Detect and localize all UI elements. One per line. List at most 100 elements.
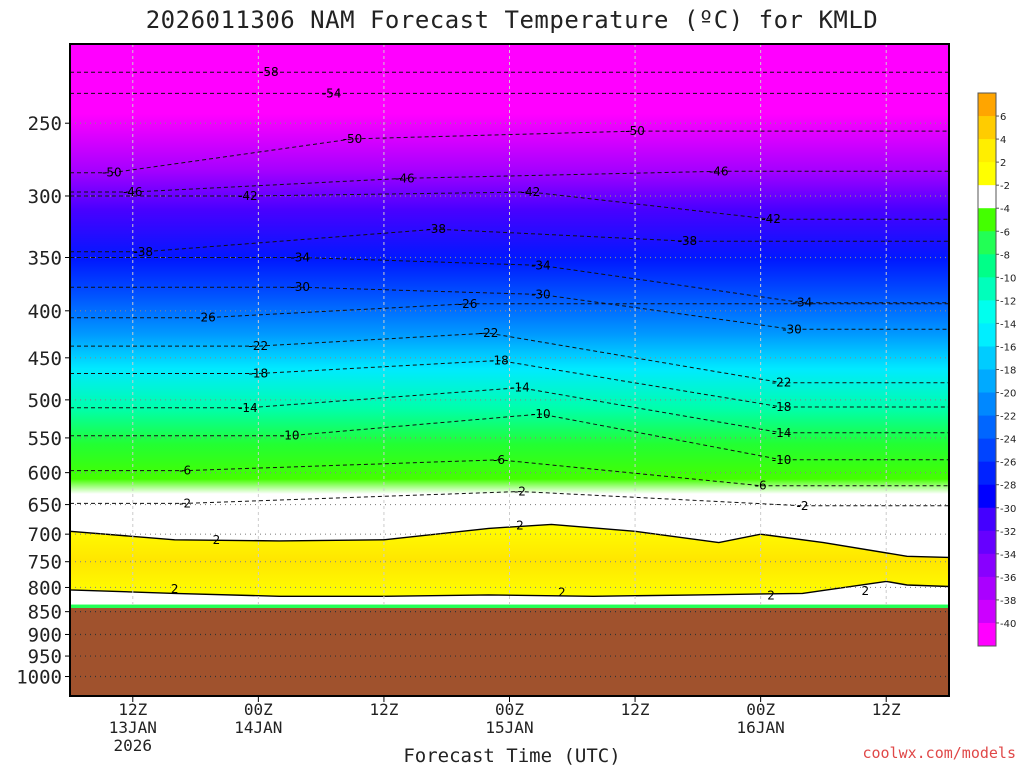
colorbar-label: -40 — [1000, 619, 1016, 630]
isotherm-labels: -58-54-50-50-50-46-46-46-42 -42-42-38-38-… — [102, 65, 869, 602]
colorbar-swatch — [978, 185, 996, 209]
isotherm-label: -14 — [238, 401, 258, 415]
colorbar-swatch — [978, 369, 996, 394]
isotherm-label: -50 — [102, 166, 122, 180]
colorbar-swatch — [978, 461, 996, 486]
y-tick-label: 250 — [28, 113, 62, 135]
colorbar-label: -16 — [1000, 342, 1016, 353]
isotherm-label: -34 — [531, 258, 551, 272]
colorbar-swatch — [978, 438, 996, 463]
colorbar-label: -36 — [1000, 573, 1016, 584]
isotherm-label: -6 — [755, 479, 767, 493]
isotherm-line — [70, 459, 949, 487]
isotherm-label: -2 — [514, 484, 526, 498]
colorbar-label: -8 — [1000, 250, 1010, 261]
colorbar-label: -12 — [1000, 296, 1016, 307]
colorbar-swatch — [978, 93, 996, 117]
colorbar-label: -10 — [1000, 273, 1016, 284]
ground-below-surface — [70, 608, 949, 696]
isotherm-line — [70, 286, 949, 330]
colorbar-label: 6 — [1000, 112, 1006, 123]
colorbar-label: -28 — [1000, 481, 1016, 492]
isotherm-label: -34 — [290, 251, 310, 265]
x-tick-label: 14JAN — [234, 718, 282, 737]
isotherm-line — [70, 130, 949, 174]
y-tick-label: 500 — [28, 390, 62, 412]
colorbar-label: -30 — [1000, 504, 1016, 515]
y-tick-label: 950 — [28, 646, 62, 668]
y-axis: 2503003504004505005506006507007508008509… — [16, 113, 70, 689]
y-tick-label: 300 — [28, 186, 62, 208]
chart-title: 2026011306 NAM Forecast Temperature (ºC)… — [145, 6, 879, 34]
isotherm-label: -30 — [290, 280, 310, 294]
isotherm-label: -42 — [761, 212, 781, 226]
colorbar-label: 4 — [1000, 135, 1006, 146]
y-tick-label: 400 — [28, 301, 62, 323]
isotherm-label: -22 — [249, 339, 269, 353]
colorbar-swatch — [978, 254, 996, 278]
colorbar-swatch — [978, 139, 996, 163]
colorbar-label: 2 — [1000, 158, 1006, 169]
x-axis-label: Forecast Time (UTC) — [403, 745, 621, 767]
isotherm-label: -14 — [772, 426, 792, 440]
colorbar: 6 4 2 -2 -4 -6 -8 -10 -12 -14 -16 -18 -20 -22 -24 -26 -2… — [977, 92, 1016, 647]
y-tick-label: 650 — [28, 495, 62, 517]
colorbar-swatch — [978, 622, 996, 647]
isotherm-label: -38 — [133, 245, 153, 259]
isotherm-label: -50 — [343, 132, 363, 146]
isotherm-label: -10 — [772, 453, 792, 467]
isotherm-label: 2 — [767, 588, 775, 602]
isotherm-line — [70, 387, 949, 434]
colorbar-label: -22 — [1000, 412, 1016, 423]
colorbar-swatch — [978, 116, 996, 140]
isotherm-label: 2 — [171, 582, 179, 596]
colorbar-swatch — [978, 553, 996, 578]
isotherm-label: -38 — [426, 222, 446, 236]
x-tick-label: 00Z — [244, 700, 273, 719]
x-tick-label: 12Z — [621, 700, 650, 719]
isotherm-label: 2 — [558, 585, 566, 599]
grid-lines — [70, 44, 949, 612]
y-tick-label: 600 — [28, 463, 62, 485]
y-tick-label: 850 — [28, 602, 62, 624]
isotherm-label: 2 — [213, 533, 221, 547]
y-tick-label: 550 — [28, 428, 62, 450]
colorbar-swatch — [978, 346, 996, 370]
isotherm-label: -6 — [493, 453, 505, 467]
colorbar-label: -20 — [1000, 389, 1016, 400]
x-tick-label: 12Z — [369, 700, 398, 719]
colorbar-swatch — [978, 415, 996, 440]
y-tick-label: 750 — [28, 552, 62, 574]
x-tick-label: 00Z — [495, 700, 524, 719]
isotherm-lines — [70, 71, 949, 507]
x-tick-label: 2026 — [114, 736, 153, 755]
isotherm-label: -26 — [196, 311, 216, 325]
isotherm-label: -22 — [772, 376, 792, 390]
isotherm-label: -22 — [479, 326, 499, 340]
isotherm-label: -46 — [709, 164, 729, 178]
isotherm-label: -46 — [395, 171, 415, 185]
isotherm-line — [70, 257, 949, 304]
colorbar-swatch — [978, 231, 996, 255]
zero-degree-isotherm — [70, 523, 949, 598]
x-tick-label: 00Z — [746, 700, 775, 719]
colorbar-swatch — [978, 507, 996, 532]
isotherm-line — [70, 332, 949, 384]
isotherm-label: -58 — [259, 65, 279, 79]
isotherm-line — [70, 490, 949, 507]
isotherm-line — [70, 413, 949, 461]
colorbar-swatch — [978, 323, 996, 347]
x-tick-label: 16JAN — [737, 718, 785, 737]
isotherm-label: -50 — [625, 124, 645, 138]
isotherm-label: -38 — [678, 234, 698, 248]
colorbar-label: -34 — [1000, 550, 1016, 561]
y-tick-label: 1000 — [16, 667, 62, 689]
isotherm-line — [70, 228, 949, 253]
colorbar-label: -14 — [1000, 319, 1016, 330]
isotherm-label: 2 — [516, 519, 524, 533]
colorbar-label: -24 — [1000, 435, 1016, 446]
y-tick-label: 800 — [28, 577, 62, 599]
isotherm-label: -2 — [179, 496, 191, 510]
isotherm-label: -10 — [531, 407, 551, 421]
